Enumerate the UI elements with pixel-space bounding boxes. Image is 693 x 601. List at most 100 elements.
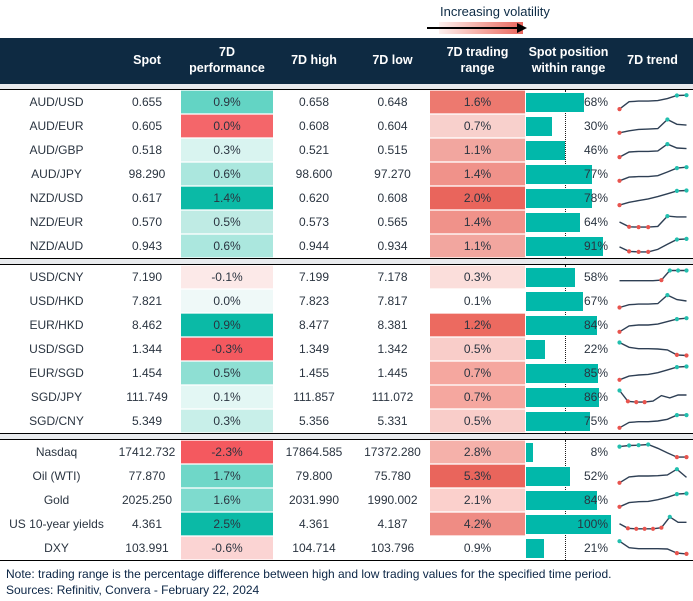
position-percent-label: 46% <box>583 143 608 157</box>
column-header: Spot <box>133 53 161 68</box>
spot-value: 7.821 <box>131 294 163 308</box>
performance-cell: -0.1% <box>181 265 273 289</box>
trading-range-cell: 0.5% <box>430 337 525 361</box>
position-percent-label: 64% <box>583 215 608 229</box>
performance-cell: 2.5% <box>181 512 273 536</box>
low-value: 103.796 <box>370 541 415 555</box>
high-value: 2031.990 <box>288 493 340 507</box>
position-bar <box>526 490 598 510</box>
trading-range-cell: 0.9% <box>430 536 525 560</box>
trend-sparkline <box>612 265 693 289</box>
high-value: 0.608 <box>298 119 330 133</box>
spot-position-cell: 46% <box>525 138 612 162</box>
market-table: Spot 7D performance 7D high 7D low 7D tradin… <box>0 38 693 561</box>
spot-value: 98.290 <box>128 167 166 181</box>
arrow-head <box>517 23 527 33</box>
table-row: Oil (WTI) 77.870 1.7% 79.800 75.780 5.3% 52% <box>0 464 693 488</box>
high-value: 0.573 <box>298 215 330 229</box>
trend-sparkline <box>612 90 693 114</box>
instrument-label: DXY <box>44 541 69 555</box>
trading-range-cell: 5.3% <box>430 464 525 488</box>
low-value: 0.604 <box>377 119 408 133</box>
performance-cell: 0.5% <box>181 361 273 385</box>
instrument-label: Nasdaq <box>35 445 78 459</box>
table-row: NZD/AUD 0.943 0.6% 0.944 0.934 1.1% 91% <box>0 234 693 258</box>
trend-sparkline <box>612 361 693 385</box>
high-value: 104.714 <box>292 541 336 555</box>
high-value: 7.823 <box>298 294 330 308</box>
performance-cell: 1.6% <box>181 488 273 512</box>
instrument-label: SGD/JPY <box>30 390 83 404</box>
position-bar <box>526 116 552 136</box>
performance-cell: -0.6% <box>181 536 273 560</box>
spot-position-cell: 22% <box>525 337 612 361</box>
performance-cell: 0.0% <box>181 289 273 313</box>
spot-position-cell: 85% <box>525 361 612 385</box>
performance-cell: 1.4% <box>181 186 273 210</box>
trend-sparkline <box>612 536 693 560</box>
low-value: 111.072 <box>371 390 414 404</box>
trend-sparkline <box>612 162 693 186</box>
instrument-label: AUD/JPY <box>31 167 82 181</box>
spot-position-cell: 30% <box>525 114 612 138</box>
position-percent-label: 67% <box>583 294 608 308</box>
performance-cell: -2.3% <box>181 440 273 464</box>
position-bar <box>526 236 604 256</box>
instrument-label: NZD/EUR <box>29 215 84 229</box>
spot-value: 17412.732 <box>118 445 176 459</box>
position-percent-label: 52% <box>583 469 608 483</box>
column-header: 7D trading range <box>446 45 509 75</box>
position-percent-label: 22% <box>583 342 608 356</box>
sources-text: Sources: Refinitiv, Convera - February 2… <box>6 583 260 597</box>
table-body: AUD/USD 0.655 0.9% 0.658 0.648 1.6% 68% AUD/EUR… <box>0 89 693 561</box>
low-value: 8.381 <box>377 318 408 332</box>
performance-cell: 0.9% <box>181 313 273 337</box>
instrument-label: AUD/USD <box>29 95 84 109</box>
spot-position-cell: 100% <box>525 512 612 536</box>
position-bar <box>526 92 584 112</box>
trading-range-cell: 1.6% <box>430 90 525 114</box>
high-value: 1.455 <box>298 366 330 380</box>
table-row: USD/SGD 1.344 -0.3% 1.349 1.342 0.5% 22% <box>0 337 693 361</box>
table-row: EUR/SGD 1.454 0.5% 1.455 1.445 0.7% 85% <box>0 361 693 385</box>
spot-value: 0.943 <box>131 239 163 253</box>
arrow-line <box>427 27 517 29</box>
table-row: EUR/HKD 8.462 0.9% 8.477 8.381 1.2% 84% <box>0 313 693 337</box>
position-bar <box>526 411 590 431</box>
high-value: 8.477 <box>298 318 330 332</box>
trend-sparkline <box>612 488 693 512</box>
range-midline <box>565 265 567 433</box>
low-value: 7.817 <box>377 294 408 308</box>
trading-range-cell: 0.5% <box>430 409 525 433</box>
trading-range-cell: 1.1% <box>430 138 525 162</box>
column-header: 7D performance <box>189 45 265 75</box>
high-value: 4.361 <box>298 517 330 531</box>
low-value: 1.342 <box>377 342 408 356</box>
spot-value: 1.344 <box>131 342 163 356</box>
position-bar <box>526 315 598 335</box>
spot-value: 1.454 <box>131 366 163 380</box>
position-percent-label: 68% <box>583 95 608 109</box>
performance-cell: 0.1% <box>181 385 273 409</box>
position-bar <box>526 267 576 287</box>
trading-range-cell: 0.7% <box>430 361 525 385</box>
position-percent-label: 86% <box>583 390 608 404</box>
table-row: USD/HKD 7.821 0.0% 7.823 7.817 0.1% 67% <box>0 289 693 313</box>
spot-position-cell: 75% <box>525 409 612 433</box>
performance-cell: 0.6% <box>181 162 273 186</box>
table-row: DXY 103.991 -0.6% 104.714 103.796 0.9% 21% <box>0 536 693 560</box>
position-percent-label: 85% <box>583 366 608 380</box>
high-value: 0.620 <box>298 191 330 205</box>
low-value: 17372.280 <box>364 445 421 459</box>
trading-range-cell: 0.7% <box>430 114 525 138</box>
table-group: USD/CNY 7.190 -0.1% 7.199 7.178 0.3% 58% USD/HK… <box>0 264 693 434</box>
trend-sparkline <box>612 210 693 234</box>
position-bar <box>526 538 544 558</box>
performance-cell: 0.0% <box>181 114 273 138</box>
trend-sparkline <box>612 114 693 138</box>
trading-range-cell: 0.7% <box>430 385 525 409</box>
column-header: 7D trend <box>627 53 678 68</box>
trading-range-cell: 0.3% <box>430 265 525 289</box>
high-value: 1.349 <box>298 342 330 356</box>
low-value: 0.515 <box>377 143 408 157</box>
